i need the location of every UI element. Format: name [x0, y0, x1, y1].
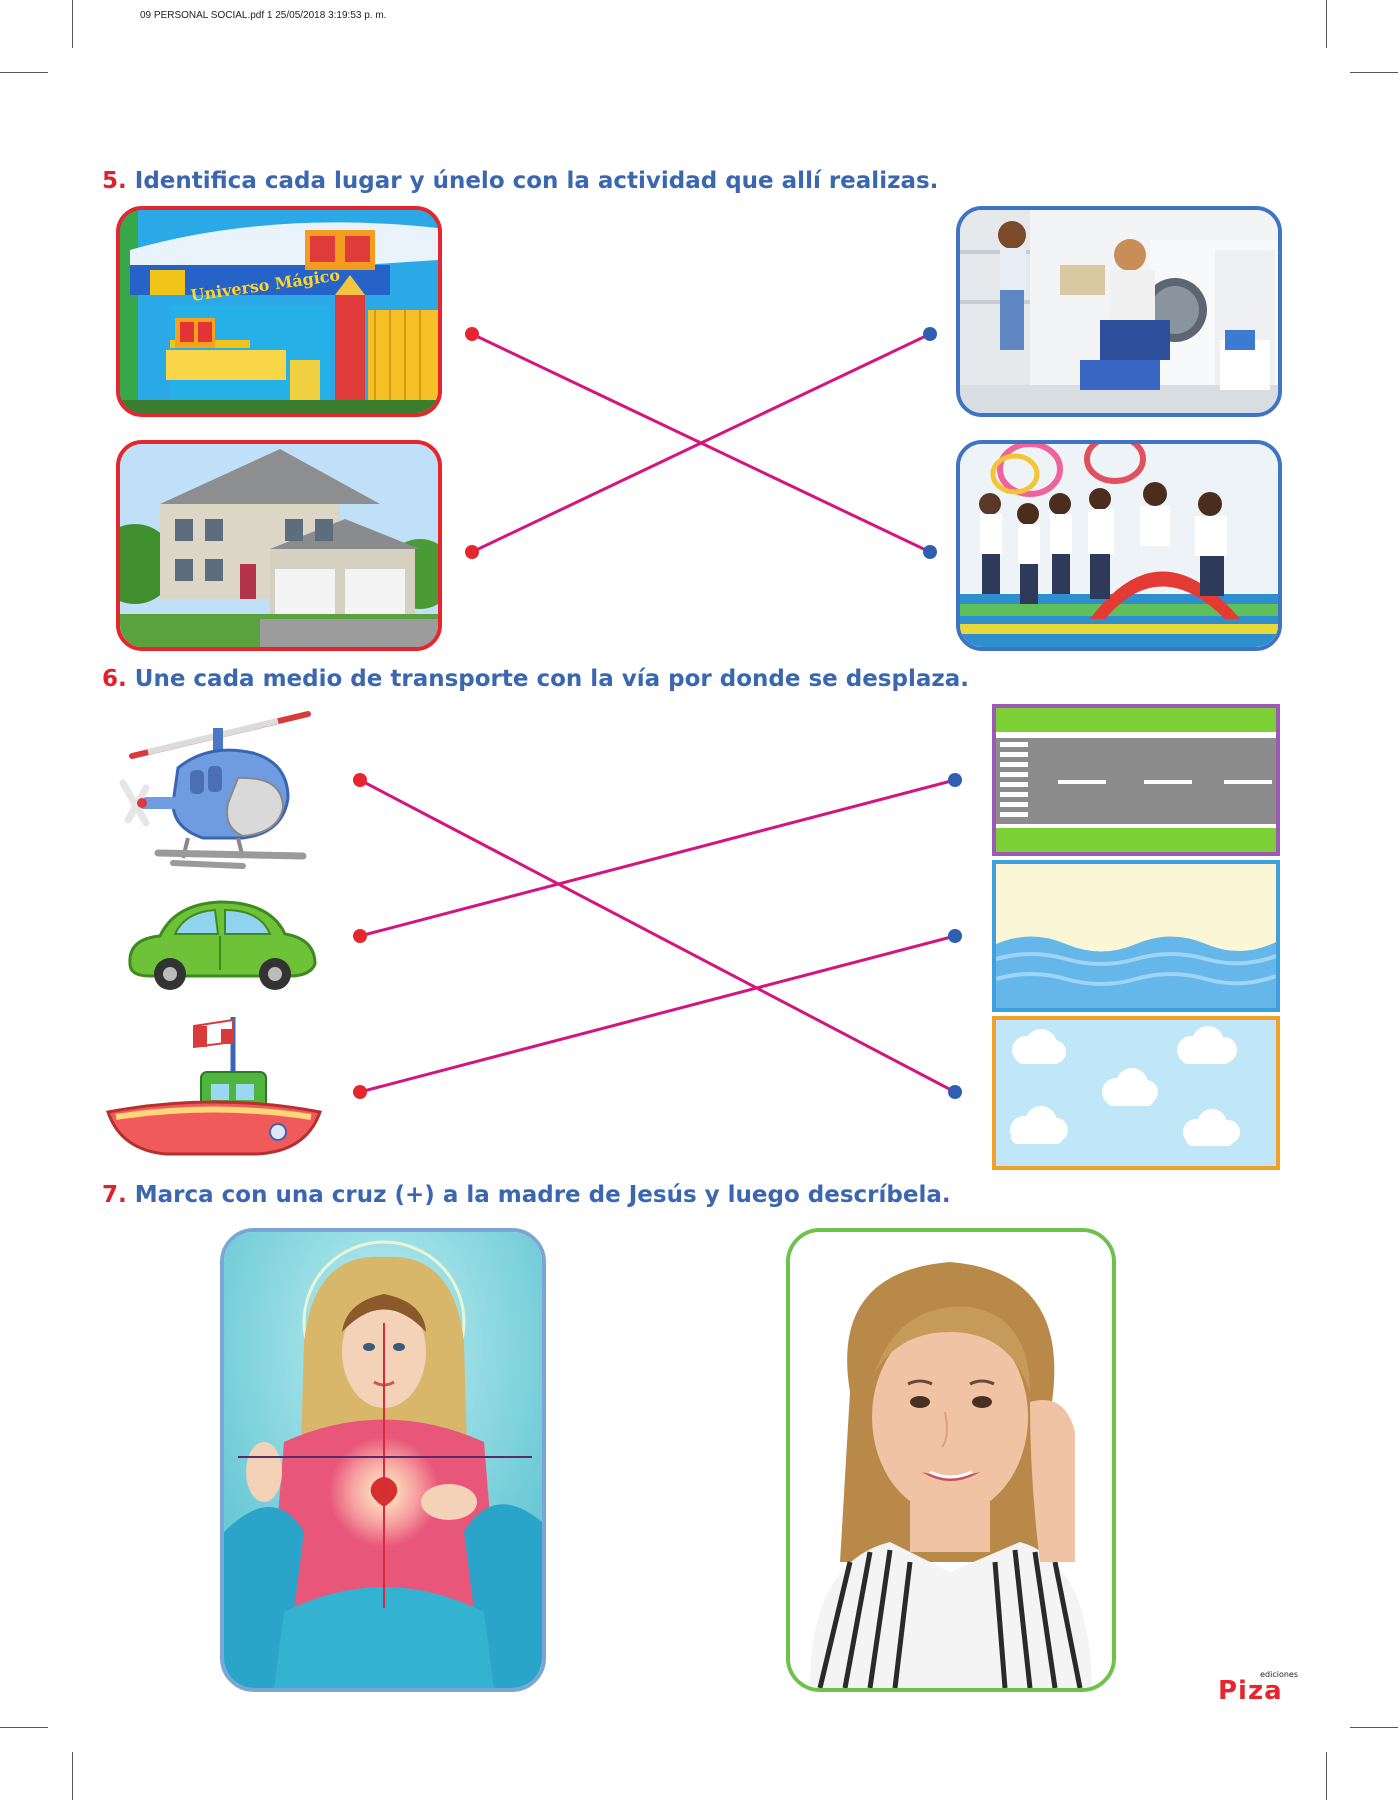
question-number: 5. [102, 168, 127, 194]
virgin-mary-photo[interactable] [220, 1228, 546, 1692]
car-icon[interactable] [120, 894, 320, 994]
road-icon[interactable] [992, 704, 1280, 856]
crop-mark [1326, 0, 1327, 48]
connector-dot[interactable] [464, 326, 480, 342]
connector-dot[interactable] [352, 928, 368, 944]
logo-small-text: ediciones [1260, 1670, 1298, 1679]
file-info: 09 PERSONAL SOCIAL.pdf 1 25/05/2018 3:19… [140, 10, 387, 21]
helicopter-icon[interactable] [118, 708, 318, 880]
sea-icon[interactable] [992, 860, 1280, 1012]
crop-mark [1350, 72, 1398, 73]
woman-photo[interactable] [786, 1228, 1116, 1692]
question-number: 7. [102, 1182, 127, 1208]
laundry-photo[interactable] [956, 206, 1282, 417]
boat-icon[interactable] [106, 1012, 322, 1158]
connector-dot[interactable] [922, 326, 938, 342]
connector-dot[interactable] [947, 772, 963, 788]
sky-icon[interactable] [992, 1016, 1280, 1170]
question-7-title: 7. Marca con una cruz (+) a la madre de … [102, 1182, 951, 1208]
connector-dot[interactable] [352, 772, 368, 788]
crop-mark [72, 1752, 73, 1800]
publisher-logo: ediciones Piza [1218, 1670, 1298, 1706]
crop-mark [72, 0, 73, 48]
house-photo[interactable] [116, 440, 442, 651]
crop-mark [0, 1727, 48, 1728]
crop-mark [1350, 1727, 1398, 1728]
question-text: Identifica cada lugar y únelo con la act… [134, 168, 939, 194]
question-text: Une cada medio de transporte con la vía … [134, 666, 970, 692]
connector-dot[interactable] [352, 1084, 368, 1100]
connector-dot[interactable] [464, 544, 480, 560]
classroom-play-photo[interactable] [956, 440, 1282, 651]
question-5-title: 5. Identifica cada lugar y únelo con la … [102, 168, 938, 194]
logo-brand: Piza [1218, 1676, 1283, 1706]
school-photo[interactable]: Universo Mágico [116, 206, 442, 417]
question-text: Marca con una cruz (+) a la madre de Jes… [134, 1182, 951, 1208]
connector-dot[interactable] [947, 928, 963, 944]
connector-dot[interactable] [922, 544, 938, 560]
question-number: 6. [102, 666, 127, 692]
crop-mark [0, 72, 48, 73]
crop-mark [1326, 1752, 1327, 1800]
question-6-title: 6. Une cada medio de transporte con la v… [102, 666, 969, 692]
connector-dot[interactable] [947, 1084, 963, 1100]
